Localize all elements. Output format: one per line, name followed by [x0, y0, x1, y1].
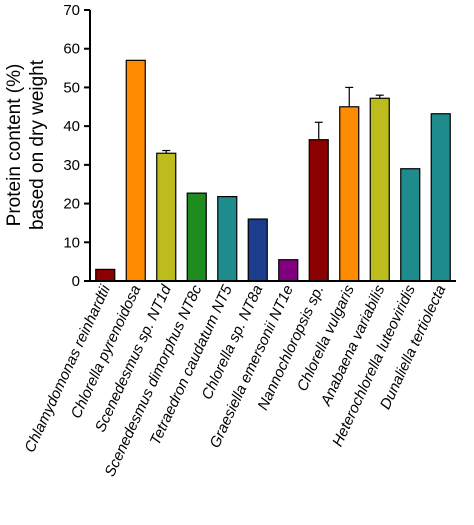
- y-tick-label: 0: [72, 273, 80, 290]
- y-axis-title-line-2: based on dry weight: [27, 59, 48, 230]
- bars: [95, 59, 451, 282]
- error-bars: [162, 86, 384, 154]
- bar: [369, 97, 390, 282]
- bar: [430, 113, 451, 282]
- y-tick-label: 40: [63, 118, 80, 135]
- y-tick-label: 50: [63, 79, 80, 96]
- bar: [308, 139, 329, 282]
- bar: [156, 152, 177, 282]
- y-tick-label: 30: [63, 157, 80, 174]
- bar: [95, 268, 116, 282]
- bar: [125, 59, 146, 282]
- y-axis: 0 10 20 30 40 50 60 70: [63, 2, 91, 290]
- bar: [217, 196, 238, 282]
- y-tick-label: 10: [63, 234, 80, 251]
- bar: [247, 218, 268, 282]
- y-tick-label: 70: [63, 2, 80, 19]
- y-tick-label: 20: [63, 196, 80, 213]
- bar: [400, 168, 421, 282]
- y-axis-title-line-1: Protein content (%): [4, 64, 25, 227]
- y-tick-label: 60: [63, 41, 80, 58]
- bar: [339, 106, 360, 282]
- bar: [186, 192, 207, 282]
- y-axis-title: Protein content (%) based on dry weight: [4, 59, 48, 230]
- bar: [278, 259, 299, 282]
